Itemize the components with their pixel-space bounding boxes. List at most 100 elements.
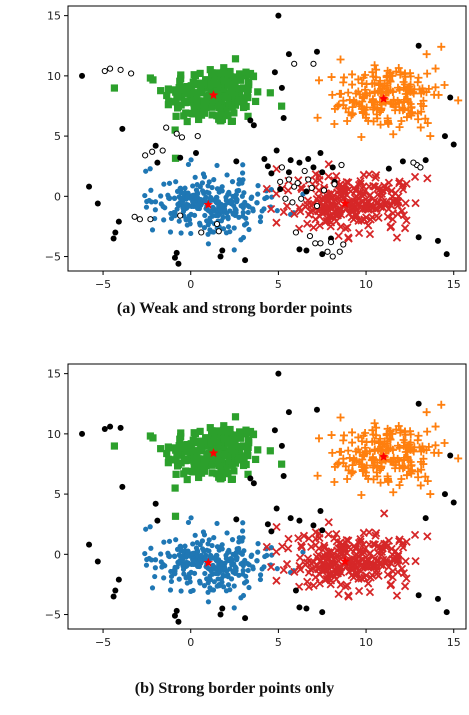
weak-border-point [128, 70, 135, 77]
data-point [239, 461, 248, 470]
data-point [189, 436, 197, 444]
data-point [227, 443, 235, 451]
data-point [231, 583, 237, 589]
data-point [221, 452, 229, 460]
data-point [193, 439, 201, 447]
data-point [184, 194, 190, 200]
noise-point [175, 260, 182, 267]
data-point [159, 564, 165, 570]
data-point [373, 190, 382, 199]
data-point [327, 203, 336, 213]
data-point [183, 575, 189, 581]
data-point [239, 95, 247, 104]
data-point [220, 422, 228, 430]
noise-point [296, 246, 303, 253]
data-point [244, 112, 252, 120]
data-point [384, 118, 393, 127]
noise-point [278, 442, 285, 449]
data-point [434, 90, 443, 99]
data-point [384, 178, 394, 187]
data-point [173, 450, 181, 459]
data-point [327, 189, 336, 198]
data-point [362, 103, 371, 112]
data-point [333, 102, 342, 111]
data-point [383, 570, 392, 579]
data-point [383, 212, 392, 221]
data-point [349, 183, 359, 193]
data-point [224, 469, 232, 477]
data-point [186, 90, 194, 98]
data-point [419, 102, 428, 111]
data-point [274, 208, 280, 214]
data-point [249, 430, 258, 439]
data-point [364, 474, 373, 483]
data-point [176, 202, 182, 209]
data-point [171, 553, 178, 559]
data-point [213, 212, 219, 219]
data-point [416, 481, 425, 490]
data-point [246, 584, 252, 591]
data-point [376, 120, 385, 129]
data-point [218, 457, 226, 465]
data-point [341, 582, 350, 591]
data-point [417, 447, 426, 456]
noise-point [415, 592, 422, 599]
caption-a: (a) Weak and strong border points [116, 300, 353, 317]
data-point [227, 85, 235, 93]
data-point [386, 223, 395, 232]
data-point [216, 104, 224, 112]
noise-point [273, 505, 280, 512]
data-point [354, 228, 364, 238]
data-point [393, 552, 403, 561]
noise-point [313, 48, 320, 55]
data-point [197, 220, 203, 226]
data-point [400, 69, 409, 78]
noise-point [319, 169, 326, 176]
data-point [215, 557, 222, 563]
data-point [204, 547, 210, 553]
data-point [220, 77, 229, 85]
data-point [311, 176, 320, 186]
data-point [431, 422, 440, 431]
data-point [384, 445, 393, 454]
noise-point [319, 251, 326, 258]
data-point [237, 84, 245, 93]
data-point [197, 469, 206, 477]
data-point [169, 86, 177, 94]
data-point [376, 202, 385, 212]
data-point [332, 171, 341, 181]
weak-border-point [329, 253, 336, 260]
data-point [240, 162, 246, 168]
data-point [171, 154, 180, 162]
data-point [195, 473, 203, 482]
data-point [388, 429, 397, 438]
data-point [157, 445, 165, 453]
data-point [266, 89, 274, 97]
data-point [223, 230, 230, 236]
center-star [378, 451, 389, 461]
data-point [423, 119, 432, 128]
data-point [380, 539, 389, 549]
noise-point [264, 521, 271, 528]
noise-point [152, 500, 159, 507]
data-point [202, 198, 208, 204]
data-point [399, 78, 408, 87]
data-point [243, 573, 249, 579]
data-point [169, 444, 177, 452]
data-point [234, 197, 240, 203]
y-tick-label: 5 [54, 488, 61, 501]
data-point [228, 117, 236, 125]
data-point [384, 204, 393, 214]
data-point [224, 439, 232, 447]
data-point [370, 461, 379, 470]
data-point [290, 209, 299, 218]
data-point [193, 545, 200, 551]
noise-point [101, 426, 108, 433]
center-star [340, 198, 350, 208]
data-point [208, 103, 216, 111]
data-point [149, 434, 157, 442]
noise-point [117, 424, 124, 431]
noise-point [173, 607, 180, 614]
data-point [334, 544, 343, 553]
data-point [368, 97, 377, 106]
